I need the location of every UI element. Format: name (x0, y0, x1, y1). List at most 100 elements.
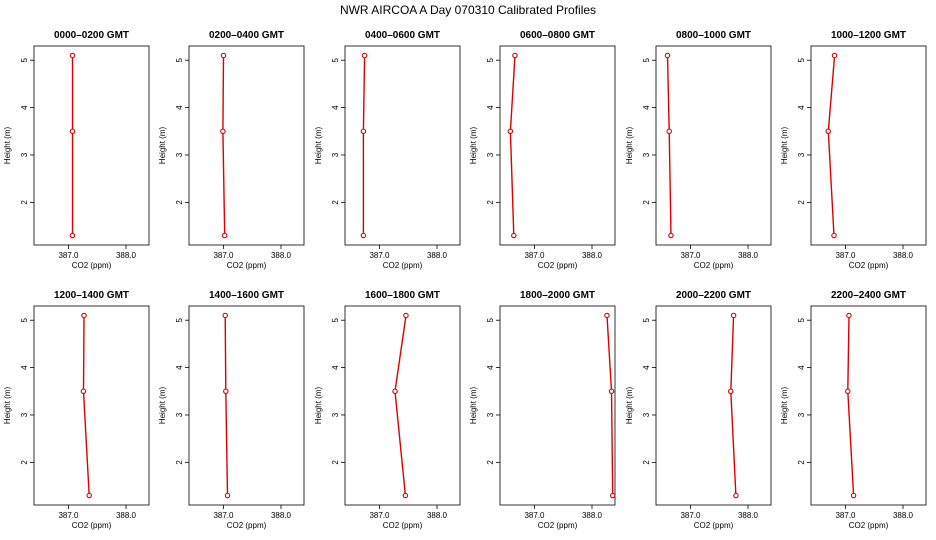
x-axis-label: CO2 (ppm) (227, 521, 267, 530)
plot-frame (188, 45, 305, 246)
x-tick-label: 388.0 (582, 251, 603, 260)
data-point (69, 52, 76, 59)
y-tick-label: 3 (642, 152, 651, 157)
profile-line (224, 315, 229, 496)
y-tick-label: 5 (175, 57, 184, 62)
y-axis-label: Height (m) (3, 126, 12, 164)
plot-frame (344, 45, 461, 246)
data-point (850, 492, 857, 499)
y-tick-label: 4 (642, 365, 651, 370)
y-tick-label: 2 (642, 460, 651, 465)
x-axis-label: CO2 (ppm) (694, 521, 734, 530)
y-tick-label: 5 (642, 57, 651, 62)
x-tick-label: 387.0 (680, 251, 701, 260)
y-tick-label: 5 (20, 317, 29, 322)
plot-frame (810, 305, 927, 506)
panel-title: 1400–1600 GMT (209, 290, 284, 301)
y-tick-label: 5 (797, 317, 806, 322)
x-axis-label: CO2 (ppm) (227, 261, 267, 270)
profile-line (827, 55, 836, 236)
data-point (223, 388, 229, 395)
data-point (360, 128, 367, 135)
data-point (727, 388, 734, 395)
y-tick-label: 5 (331, 57, 340, 62)
y-tick-label: 5 (486, 317, 495, 322)
x-tick-label: 387.0 (524, 251, 545, 260)
x-tick-label: 387.0 (58, 251, 79, 260)
y-axis-label: Height (m) (158, 386, 167, 424)
x-tick-label: 388.0 (427, 251, 448, 260)
data-point (80, 388, 87, 395)
y-tick-label: 5 (486, 57, 495, 62)
panel-title: 0000–0200 GMT (54, 30, 129, 41)
x-tick-label: 388.0 (738, 251, 759, 260)
x-axis-label: CO2 (ppm) (849, 521, 889, 530)
y-axis-label: Height (m) (314, 386, 323, 424)
y-axis-label: Height (m) (469, 126, 478, 164)
profile-line (509, 55, 516, 236)
data-point (220, 52, 227, 59)
data-point (511, 232, 517, 239)
x-tick-label: 388.0 (893, 251, 914, 260)
data-point (403, 312, 409, 319)
x-tick-label: 388.0 (738, 511, 759, 520)
data-point (507, 128, 514, 135)
data-point (81, 312, 87, 319)
y-tick-label: 3 (642, 412, 651, 417)
panel-7: 1400–1600 GMT 387.0 388.0 2 3 4 5 CO2 (ppm) Heig… (158, 290, 305, 530)
x-tick-label: 388.0 (116, 511, 137, 520)
x-tick-label: 387.0 (369, 251, 390, 260)
data-point (604, 312, 610, 319)
data-point (846, 312, 852, 319)
y-tick-label: 3 (797, 152, 806, 157)
y-tick-label: 3 (175, 152, 184, 157)
data-point (831, 52, 838, 59)
data-point (733, 492, 739, 499)
data-point (360, 232, 367, 239)
x-axis-label: CO2 (ppm) (538, 521, 578, 530)
y-tick-label: 4 (797, 105, 806, 110)
panel-title: 0600–0800 GMT (520, 30, 595, 41)
panel-title: 0800–1000 GMT (676, 30, 751, 41)
x-axis-label: CO2 (ppm) (849, 261, 889, 270)
data-point (668, 232, 674, 239)
plot-frame (188, 305, 305, 506)
profile-line (730, 315, 737, 496)
x-tick-label: 387.0 (369, 511, 390, 520)
panel-title: 1000–1200 GMT (831, 30, 906, 41)
data-point (361, 52, 368, 59)
x-axis-label: CO2 (ppm) (72, 521, 112, 530)
data-point (392, 388, 398, 395)
profile-line (847, 315, 855, 496)
data-point (220, 128, 226, 135)
figure-title: NWR AIRCOA A Day 070310 Calibrated Profi… (340, 3, 596, 17)
x-tick-label: 387.0 (213, 511, 234, 520)
data-point (224, 492, 231, 499)
plot-frame (499, 45, 616, 246)
panel-title: 2200–2400 GMT (831, 290, 906, 301)
data-point (825, 128, 831, 135)
y-tick-label: 5 (331, 317, 340, 322)
x-tick-label: 388.0 (893, 511, 914, 520)
y-tick-label: 2 (331, 460, 340, 465)
y-tick-label: 2 (642, 200, 651, 205)
profile-line (666, 55, 672, 236)
data-point (664, 52, 671, 59)
y-axis-label: Height (m) (625, 126, 634, 164)
y-tick-label: 2 (797, 200, 806, 205)
plot-frame (499, 305, 616, 506)
x-axis-label: CO2 (ppm) (694, 261, 734, 270)
y-tick-label: 3 (331, 412, 340, 417)
panel-3: 0600–0800 GMT 387.0 388.0 2 3 4 5 CO2 (ppm) Heig… (469, 30, 616, 270)
panel-8: 1600–1800 GMT 387.0 388.0 2 3 4 5 CO2 (ppm) Heig… (314, 290, 461, 530)
data-point (221, 232, 228, 239)
y-axis-label: Height (m) (158, 126, 167, 164)
y-tick-label: 3 (331, 152, 340, 157)
x-tick-label: 387.0 (524, 511, 545, 520)
x-tick-label: 387.0 (835, 511, 856, 520)
x-tick-label: 388.0 (116, 251, 137, 260)
x-tick-label: 388.0 (582, 511, 603, 520)
profile-line (362, 55, 366, 236)
y-axis-label: Height (m) (469, 386, 478, 424)
panel-2: 0400–0600 GMT 387.0 388.0 2 3 4 5 CO2 (ppm) Heig… (314, 30, 461, 270)
